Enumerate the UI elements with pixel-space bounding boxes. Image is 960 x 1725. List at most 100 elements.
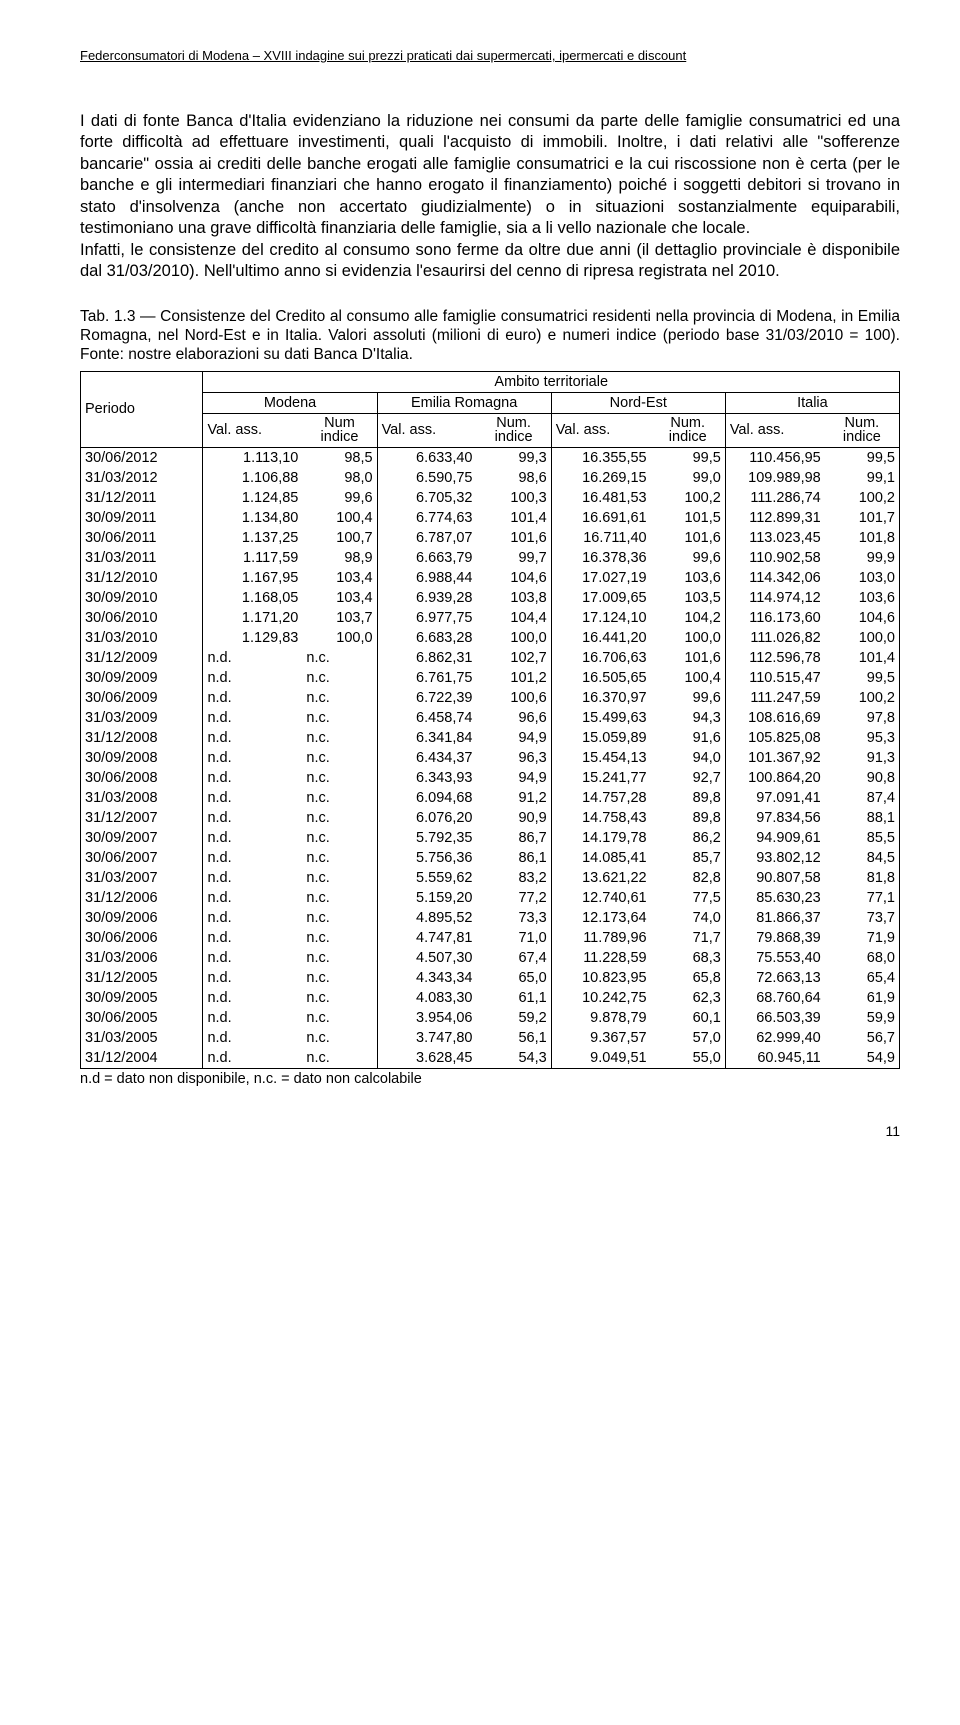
- cell-value: n.d.: [203, 788, 302, 808]
- cell-value: 1.106,88: [203, 468, 302, 488]
- cell-index: 86,1: [477, 848, 552, 868]
- cell-value: 3.628,45: [377, 1048, 476, 1069]
- cell-index: 55,0: [651, 1048, 726, 1069]
- cell-index: 84,5: [825, 848, 900, 868]
- table-row: 31/12/20101.167,95103,46.988,44104,617.0…: [81, 568, 900, 588]
- cell-index: 104,2: [651, 608, 726, 628]
- table-footnote: n.d = dato non disponibile, n.c. = dato …: [80, 1071, 900, 1087]
- cell-value: n.d.: [203, 648, 302, 668]
- cell-index: 61,9: [825, 988, 900, 1008]
- cell-period: 31/12/2007: [81, 808, 203, 828]
- cell-index: 101,6: [651, 648, 726, 668]
- cell-value: 5.792,35: [377, 828, 476, 848]
- cell-value: 16.441,20: [551, 628, 650, 648]
- cell-index: 98,0: [302, 468, 377, 488]
- cell-value: 60.945,11: [725, 1048, 824, 1069]
- page-number: 11: [80, 1123, 900, 1139]
- cell-value: 17.027,19: [551, 568, 650, 588]
- cell-value: 14.758,43: [551, 808, 650, 828]
- cell-value: 11.789,96: [551, 928, 650, 948]
- cell-index: 90,8: [825, 768, 900, 788]
- col-region-2: Nord-Est: [551, 392, 725, 413]
- cell-index: 103,0: [825, 568, 900, 588]
- cell-value: 1.137,25: [203, 528, 302, 548]
- cell-value: 16.691,61: [551, 508, 650, 528]
- cell-index: 94,3: [651, 708, 726, 728]
- cell-value: 3.747,80: [377, 1028, 476, 1048]
- cell-value: 1.168,05: [203, 588, 302, 608]
- cell-index: 99,9: [825, 548, 900, 568]
- cell-value: 110.902,58: [725, 548, 824, 568]
- table-row: 30/06/2008n.d.n.c.6.343,9394,915.241,779…: [81, 768, 900, 788]
- cell-index: 73,7: [825, 908, 900, 928]
- cell-value: 97.091,41: [725, 788, 824, 808]
- col-period: Periodo: [81, 371, 203, 447]
- cell-index: 101,7: [825, 508, 900, 528]
- cell-period: 31/03/2006: [81, 948, 203, 968]
- page-header: Federconsumatori di Modena – XVIII indag…: [80, 48, 900, 63]
- cell-value: n.d.: [203, 828, 302, 848]
- cell-index: 103,7: [302, 608, 377, 628]
- cell-value: 100.864,20: [725, 768, 824, 788]
- col-idx-1: Num. indice: [477, 413, 552, 447]
- cell-value: 12.740,61: [551, 888, 650, 908]
- cell-value: 85.630,23: [725, 888, 824, 908]
- cell-value: 14.179,78: [551, 828, 650, 848]
- cell-value: n.d.: [203, 908, 302, 928]
- cell-index: 60,1: [651, 1008, 726, 1028]
- table-body: 30/06/20121.113,1098,56.633,4099,316.355…: [81, 447, 900, 1068]
- cell-index: 77,5: [651, 888, 726, 908]
- cell-value: n.d.: [203, 728, 302, 748]
- cell-index: 104,4: [477, 608, 552, 628]
- cell-value: 6.434,37: [377, 748, 476, 768]
- cell-index: 71,0: [477, 928, 552, 948]
- cell-index: 89,8: [651, 808, 726, 828]
- table-row: 31/12/20111.124,8599,66.705,32100,316.48…: [81, 488, 900, 508]
- cell-value: 6.988,44: [377, 568, 476, 588]
- cell-period: 30/06/2010: [81, 608, 203, 628]
- cell-value: 6.722,39: [377, 688, 476, 708]
- cell-index: 100,2: [651, 488, 726, 508]
- cell-value: n.d.: [203, 888, 302, 908]
- cell-index: n.c.: [302, 788, 377, 808]
- cell-index: 101,8: [825, 528, 900, 548]
- col-val-0: Val. ass.: [203, 413, 302, 447]
- cell-index: 101,5: [651, 508, 726, 528]
- cell-index: 83,2: [477, 868, 552, 888]
- table-row: 31/12/2006n.d.n.c.5.159,2077,212.740,617…: [81, 888, 900, 908]
- table-row: 31/03/2008n.d.n.c.6.094,6891,214.757,288…: [81, 788, 900, 808]
- cell-value: 81.866,37: [725, 908, 824, 928]
- cell-index: 87,4: [825, 788, 900, 808]
- cell-index: 100,4: [651, 668, 726, 688]
- cell-value: 6.939,28: [377, 588, 476, 608]
- cell-value: 110.456,95: [725, 447, 824, 468]
- cell-value: 14.085,41: [551, 848, 650, 868]
- cell-index: 100,4: [302, 508, 377, 528]
- cell-index: 99,6: [651, 548, 726, 568]
- cell-index: 90,9: [477, 808, 552, 828]
- cell-index: n.c.: [302, 848, 377, 868]
- table-row: 31/03/2009n.d.n.c.6.458,7496,615.499,639…: [81, 708, 900, 728]
- cell-index: n.c.: [302, 728, 377, 748]
- cell-index: n.c.: [302, 1008, 377, 1028]
- cell-value: n.d.: [203, 668, 302, 688]
- cell-value: 1.113,10: [203, 447, 302, 468]
- cell-index: 100,0: [651, 628, 726, 648]
- cell-period: 31/12/2004: [81, 1048, 203, 1069]
- cell-period: 30/09/2011: [81, 508, 203, 528]
- cell-index: 98,5: [302, 447, 377, 468]
- cell-value: 3.954,06: [377, 1008, 476, 1028]
- cell-index: 89,8: [651, 788, 726, 808]
- cell-value: 11.228,59: [551, 948, 650, 968]
- cell-value: n.d.: [203, 808, 302, 828]
- table-row: 31/03/20121.106,8898,06.590,7598,616.269…: [81, 468, 900, 488]
- cell-index: n.c.: [302, 948, 377, 968]
- cell-index: 82,8: [651, 868, 726, 888]
- cell-index: 71,9: [825, 928, 900, 948]
- cell-index: 100,3: [477, 488, 552, 508]
- cell-index: 103,8: [477, 588, 552, 608]
- table-row: 31/03/20111.117,5998,96.663,7999,716.378…: [81, 548, 900, 568]
- cell-index: 103,5: [651, 588, 726, 608]
- table-row: 30/06/20121.113,1098,56.633,4099,316.355…: [81, 447, 900, 468]
- cell-index: 81,8: [825, 868, 900, 888]
